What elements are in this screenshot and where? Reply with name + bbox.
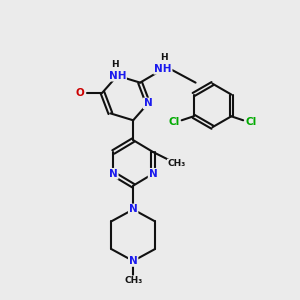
Text: Cl: Cl xyxy=(245,117,257,127)
Text: NH: NH xyxy=(154,64,172,74)
Text: N: N xyxy=(144,98,152,108)
Text: Cl: Cl xyxy=(168,117,179,127)
Text: N: N xyxy=(129,204,137,214)
Text: N: N xyxy=(129,256,137,266)
Text: H: H xyxy=(112,60,119,69)
Text: CH₃: CH₃ xyxy=(168,159,186,168)
Text: CH₃: CH₃ xyxy=(124,276,142,285)
Text: O: O xyxy=(75,88,84,98)
Text: N: N xyxy=(109,169,118,179)
Text: H: H xyxy=(160,53,168,62)
Text: N: N xyxy=(148,169,157,179)
Text: NH: NH xyxy=(109,71,126,81)
